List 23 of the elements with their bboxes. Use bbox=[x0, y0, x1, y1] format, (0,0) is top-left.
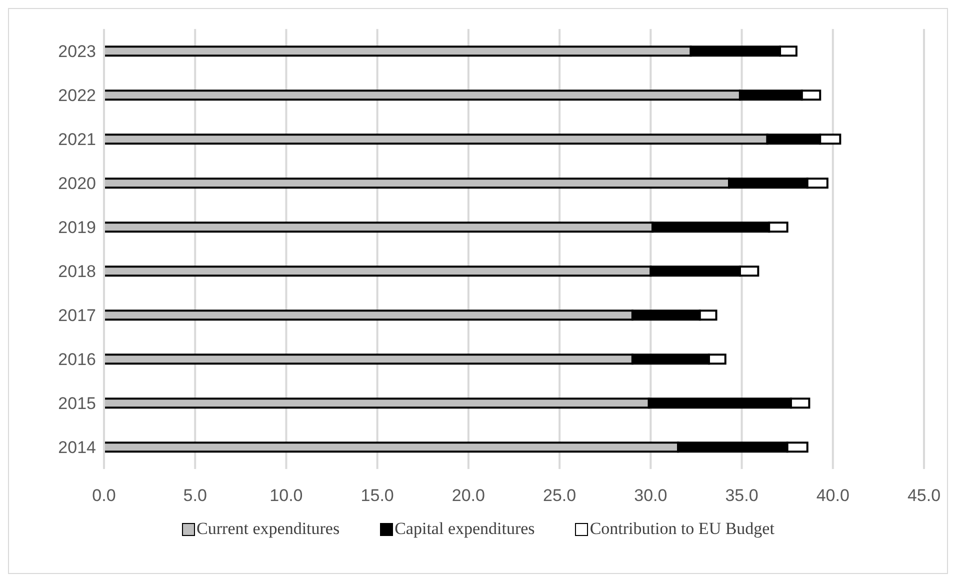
y-tick-label: 2018 bbox=[58, 262, 96, 282]
legend-label: Current expenditures bbox=[196, 519, 340, 539]
x-tick-label: 15.0 bbox=[360, 486, 394, 506]
y-tick-label: 2022 bbox=[58, 86, 96, 106]
x-tick-label: 0.0 bbox=[92, 486, 116, 506]
y-tick-label: 2021 bbox=[58, 130, 96, 150]
x-tick-label: 5.0 bbox=[183, 486, 207, 506]
legend-label: Contribution to EU Budget bbox=[588, 519, 774, 539]
y-tick-label: 2017 bbox=[58, 306, 96, 326]
x-tick-label: 45.0 bbox=[907, 486, 941, 506]
x-tick-label: 35.0 bbox=[725, 486, 758, 506]
y-tick-label: 2020 bbox=[58, 174, 96, 194]
x-tick-label: 30.0 bbox=[634, 486, 668, 506]
x-tick-label: 20.0 bbox=[452, 486, 485, 506]
x-tick-label: 10.0 bbox=[270, 486, 303, 506]
y-tick-label: 2016 bbox=[58, 350, 96, 370]
y-tick-label: 2015 bbox=[58, 394, 96, 414]
x-tick-label: 25.0 bbox=[543, 486, 576, 506]
y-tick-label: 2019 bbox=[58, 218, 96, 238]
y-tick-label: 2023 bbox=[58, 42, 96, 62]
x-tick-label: 40.0 bbox=[816, 486, 850, 506]
legend-label: Capital expenditures bbox=[394, 519, 535, 539]
y-tick-label: 2014 bbox=[58, 438, 96, 458]
